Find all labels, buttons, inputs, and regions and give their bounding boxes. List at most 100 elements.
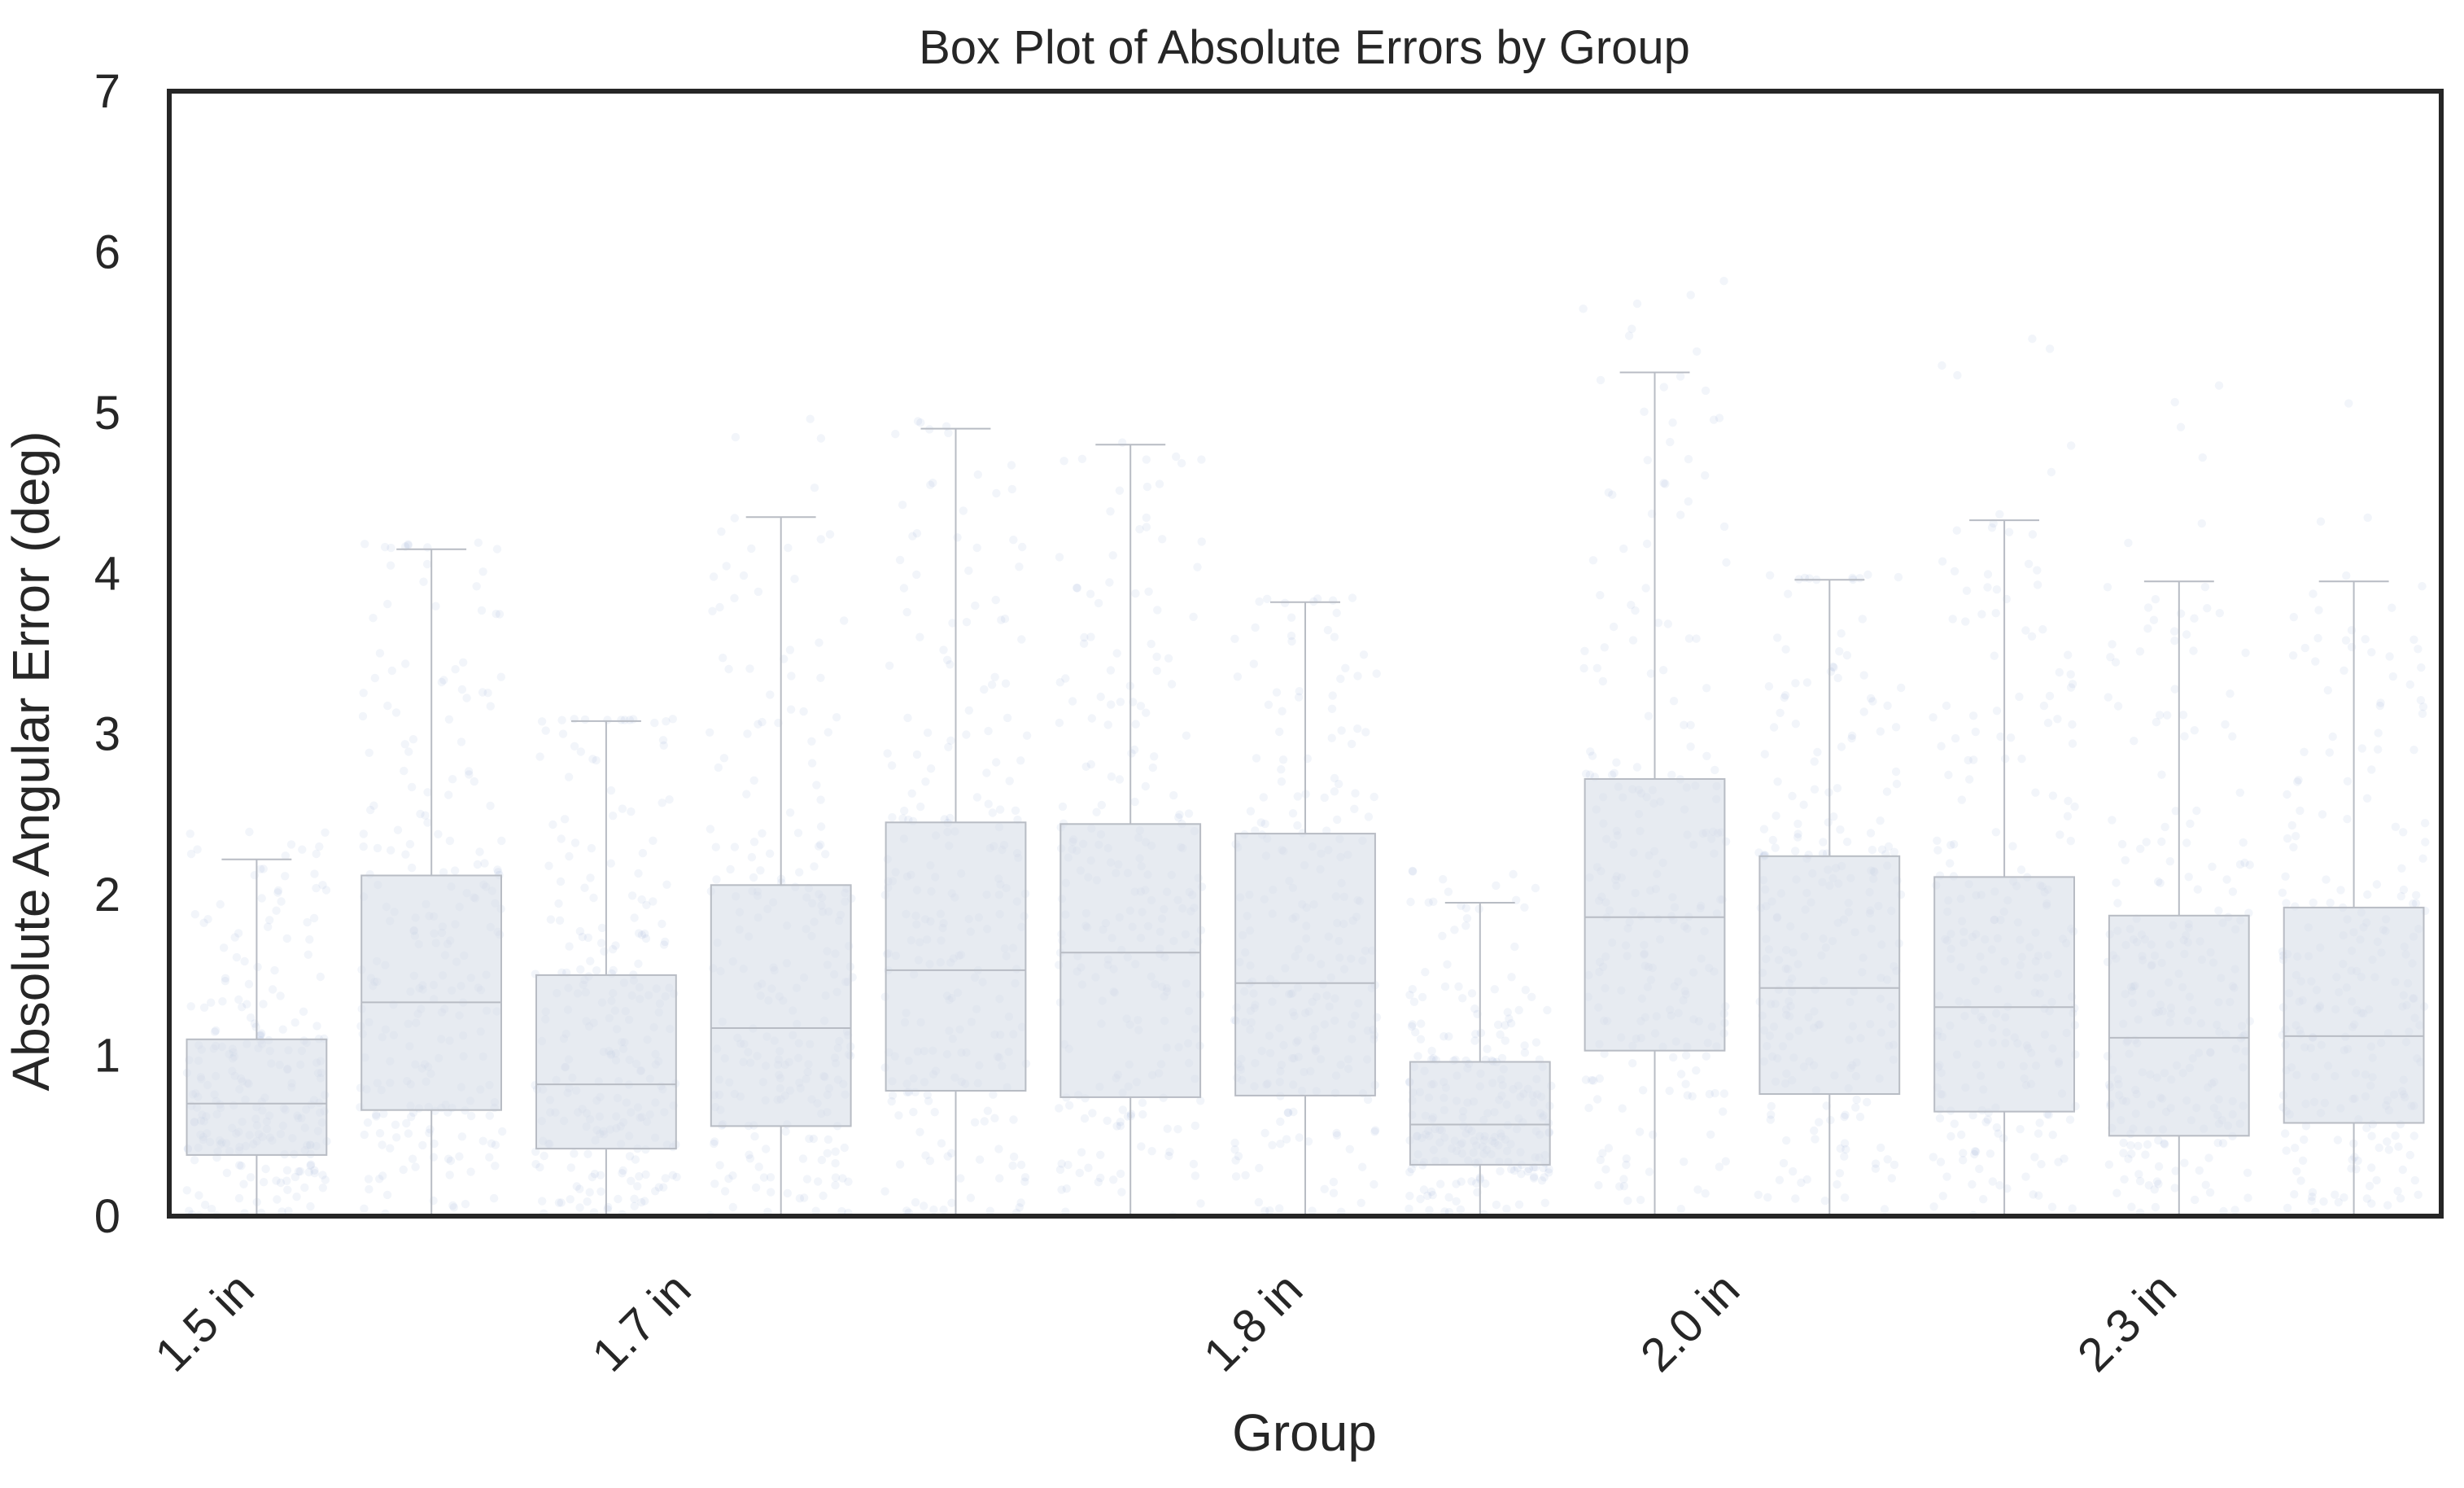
data-point <box>946 660 955 669</box>
data-point <box>1408 1020 1417 1029</box>
data-point <box>429 1153 438 1162</box>
data-point <box>1275 727 1284 737</box>
data-point <box>1883 1155 1892 1164</box>
data-point <box>2391 1131 2400 1140</box>
data-point <box>210 1027 220 1036</box>
data-point <box>1841 1110 1850 1119</box>
data-point <box>754 587 763 597</box>
data-point <box>321 886 331 895</box>
data-point <box>439 868 448 877</box>
data-point <box>492 545 502 554</box>
data-point <box>2044 1110 2053 1119</box>
data-point <box>1894 572 1903 582</box>
data-point <box>1288 809 1298 818</box>
data-point <box>811 1206 820 1215</box>
data-point <box>2127 1202 2136 1211</box>
data-point <box>1722 558 1731 567</box>
data-point <box>2160 1139 2169 1148</box>
data-point <box>2155 711 2165 720</box>
data-point <box>466 1167 475 1176</box>
data-point <box>900 806 909 816</box>
data-point <box>2066 670 2075 679</box>
data-point <box>2154 877 2163 886</box>
data-point <box>806 414 815 423</box>
data-point <box>2347 626 2357 635</box>
data-point <box>1636 1195 1645 1205</box>
data-point <box>383 599 392 609</box>
data-point <box>2344 399 2353 408</box>
data-point <box>785 808 795 817</box>
data-point <box>2420 819 2430 828</box>
data-point <box>2104 693 2112 702</box>
data-point <box>758 717 767 727</box>
data-point <box>1015 562 1024 571</box>
data-point <box>365 1184 374 1194</box>
data-point <box>589 893 598 903</box>
data-point <box>2015 692 2024 702</box>
data-point <box>609 965 618 975</box>
data-point <box>840 616 849 625</box>
data-point <box>1197 455 1206 464</box>
data-point <box>1260 1206 1269 1215</box>
data-point <box>2367 648 2376 657</box>
data-point <box>2331 1190 2339 1199</box>
data-point <box>2170 637 2179 646</box>
data-point <box>2367 1131 2376 1140</box>
data-point <box>399 1165 408 1175</box>
y-tick-label: 7 <box>94 65 120 118</box>
data-point <box>1592 1095 1602 1104</box>
data-point <box>2144 1181 2153 1190</box>
data-point <box>446 1156 456 1166</box>
data-point <box>378 1140 387 1149</box>
data-point <box>2064 650 2073 659</box>
data-point <box>1295 1133 1304 1142</box>
data-point <box>1979 1195 1988 1204</box>
data-point <box>1086 589 1095 598</box>
data-point <box>1710 1088 1719 1098</box>
data-point <box>1287 631 1296 641</box>
data-point <box>1840 1139 1850 1148</box>
data-point <box>587 843 596 853</box>
data-point <box>630 1194 639 1204</box>
data-point <box>1086 759 1096 769</box>
data-point <box>1977 610 1986 619</box>
data-point <box>812 781 821 790</box>
data-point <box>1646 669 1656 678</box>
data-point <box>1284 1108 1293 1118</box>
data-point <box>2156 878 2165 888</box>
data-point <box>944 742 953 751</box>
data-point <box>2171 807 2180 816</box>
data-point <box>1057 1185 1066 1194</box>
data-point <box>1163 1124 1172 1133</box>
data-point <box>2063 812 2073 821</box>
data-point <box>2374 1143 2383 1153</box>
data-point <box>844 1177 853 1186</box>
data-point <box>1246 807 1256 816</box>
data-point <box>557 716 566 724</box>
data-point <box>564 772 574 781</box>
data-point <box>276 991 285 1000</box>
data-point <box>714 763 723 772</box>
data-point <box>1096 1150 1105 1160</box>
data-point <box>375 649 385 658</box>
data-point <box>369 614 378 623</box>
data-point <box>921 777 930 786</box>
data-point <box>1604 488 1614 497</box>
data-point <box>1588 556 1598 565</box>
data-point <box>2365 1181 2374 1191</box>
data-point <box>1363 1095 1373 1105</box>
data-point <box>1411 1027 1420 1037</box>
data-point <box>404 1129 413 1138</box>
data-point <box>915 1127 924 1136</box>
data-point <box>1249 659 1259 668</box>
data-point <box>913 417 923 426</box>
data-point <box>273 886 283 895</box>
data-point <box>1092 807 1101 816</box>
data-point <box>1968 1179 1977 1189</box>
data-point <box>1992 707 2002 716</box>
data-point <box>1600 643 1610 652</box>
data-point <box>2291 1144 2300 1153</box>
data-point <box>2150 1185 2159 1194</box>
data-point <box>926 764 936 773</box>
data-point <box>609 812 618 821</box>
